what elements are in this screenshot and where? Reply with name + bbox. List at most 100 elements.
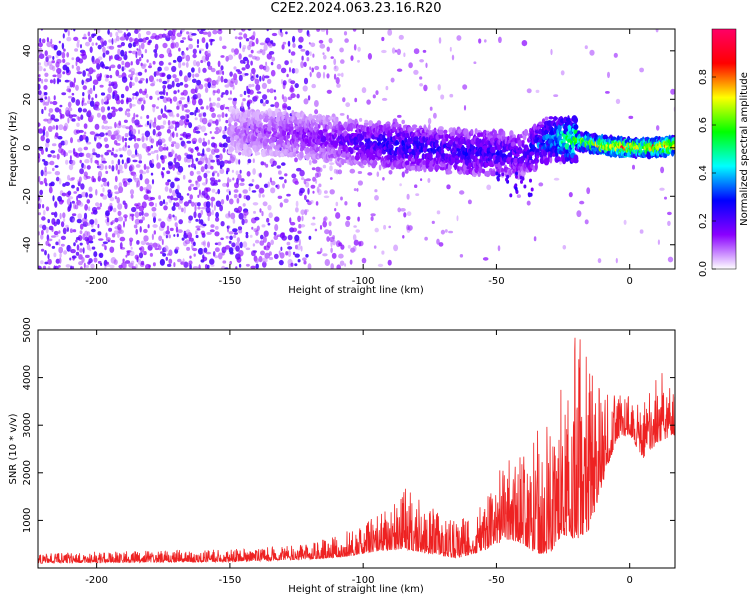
heat-cell [222,70,225,76]
heat-cell [169,187,173,194]
heat-cell [107,106,110,111]
heat-cell [333,73,337,80]
heat-cell [335,201,339,207]
heat-cell [456,215,459,222]
heat-cell [291,173,297,179]
heat-cell [450,131,456,138]
heat-cell [196,61,200,67]
heat-cell [239,41,242,49]
heat-cell [168,213,172,220]
heat-cell [181,37,187,40]
heat-cell [123,32,127,38]
heat-cell [185,133,192,137]
heat-cell [78,58,84,64]
heat-cell [427,117,432,125]
heat-cell [323,54,327,60]
heat-cell [262,236,267,243]
heat-cell [109,264,115,269]
heat-cell [517,149,523,155]
heat-cell [171,141,177,145]
heat-cell [229,90,232,95]
heat-cell [167,30,173,37]
heat-cell [185,119,189,122]
heat-cell [156,78,159,82]
heat-cell [64,29,68,33]
heat-cell [252,73,256,80]
heat-cell [278,176,284,180]
heat-cell [292,43,296,48]
heat-cell [86,165,91,170]
heat-cell [40,29,44,31]
heat-cell [75,84,79,91]
heat-cell [200,219,204,225]
heat-cell [382,177,385,181]
heat-cell [238,74,243,82]
heat-cell [260,99,264,104]
heat-cell [438,37,442,44]
heat-cell [157,115,162,120]
heat-cell [328,229,332,236]
heat-cell [667,211,672,216]
heat-cell [158,218,162,222]
heat-cell [202,137,205,142]
heat-cell [59,212,62,220]
heat-cell [245,263,250,267]
heat-cell [242,56,249,62]
heat-cell [312,25,316,28]
heat-cell [50,181,55,187]
heat-cell [413,124,416,130]
heat-cell [667,220,671,226]
heat-cell [323,65,327,70]
heat-cell [664,196,667,200]
heat-cell [628,115,634,119]
heat-cell [183,201,189,207]
heat-cell [357,216,360,222]
heat-cell [236,197,240,204]
heat-cell [271,135,277,143]
heat-cell [277,111,283,117]
heat-cell [163,29,168,31]
heat-cell [210,159,215,163]
heat-cell [149,252,153,257]
heat-cell [175,24,180,28]
heat-cell [451,54,455,61]
heat-cell [406,193,410,200]
heat-cell [231,48,235,53]
heat-cell [114,121,117,129]
heat-cell [286,106,292,111]
heat-cell [191,137,198,144]
heat-cell [314,228,318,232]
heat-cell [255,37,259,45]
heat-cell [355,147,360,151]
heat-cell [144,130,151,138]
heat-cell [200,206,207,210]
heat-cell [234,122,238,127]
heat-cell [297,259,301,263]
heat-cell [154,149,159,153]
heat-cell [270,104,275,107]
heat-cell [228,123,232,127]
heat-cell [186,246,191,251]
heat-cell [115,149,119,152]
heat-cell [134,26,138,29]
heat-cell [72,229,77,233]
heat-cell [538,121,544,126]
heat-cell [274,96,277,101]
heat-cell [68,164,74,171]
heat-cell [68,88,71,93]
heat-cell [338,242,343,247]
heat-cell [38,77,42,82]
heat-cell [77,194,83,199]
heat-cell [182,174,186,180]
heat-cell [446,184,451,190]
heat-cell [67,174,71,181]
heat-cell [62,58,66,64]
heat-cell [200,209,204,215]
heat-cell [171,39,175,43]
heat-cell [134,211,140,218]
heat-cell [367,172,373,176]
heat-cell [185,109,191,113]
heat-cell [189,255,192,259]
heat-cell [308,113,313,119]
heat-cell [400,208,406,212]
